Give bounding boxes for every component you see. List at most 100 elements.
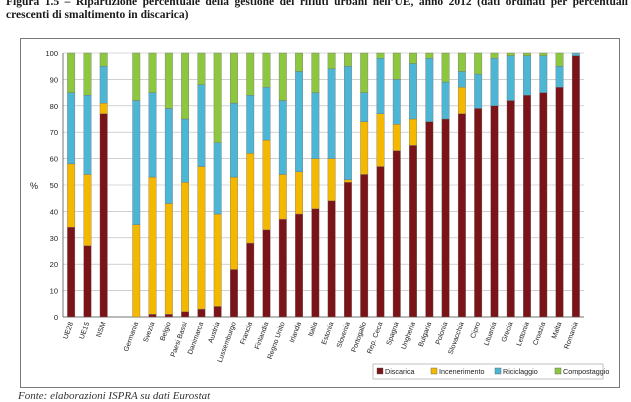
- bar-segment-discarica: [555, 87, 564, 318]
- y-tick-label: 90: [50, 75, 58, 84]
- legend-label: Incenerimento: [439, 367, 485, 376]
- bar-segment-compostaggio: [295, 52, 303, 72]
- x-tick-label: Paesi Bassi: [170, 321, 189, 358]
- bar-segment-discarica: [181, 311, 190, 318]
- x-tick-label: Polonia: [435, 321, 450, 345]
- bar-segment-incenerimento: [83, 174, 92, 246]
- bar-segment-riciclaggio: [409, 63, 417, 120]
- bar-segment-discarica: [571, 55, 580, 318]
- bar-segment-discarica: [148, 314, 157, 318]
- x-tick-label: Svezia: [143, 321, 157, 343]
- bar-segment-incenerimento: [148, 176, 157, 315]
- bar-segment-compostaggio: [67, 52, 76, 93]
- bar-segment-compostaggio: [148, 52, 157, 93]
- bar-segment-riciclaggio: [311, 92, 320, 159]
- bar-segment-discarica: [213, 306, 222, 318]
- bar-segment-riciclaggio: [425, 58, 434, 122]
- x-tick-label: UE28: [62, 321, 75, 340]
- y-tick-label: 80: [50, 102, 58, 111]
- bar-segment-compostaggio: [425, 52, 434, 59]
- x-tick-label: Portogallo: [351, 321, 368, 353]
- bar-segment-riciclaggio: [523, 55, 531, 96]
- y-tick-label: 10: [50, 287, 58, 296]
- x-tick-label: Malta: [551, 321, 563, 340]
- x-tick-label: Germania: [123, 321, 140, 352]
- bar-segment-compostaggio: [99, 52, 108, 67]
- bar-segment-riciclaggio: [327, 68, 336, 159]
- x-tick-label: Bulgaria: [418, 321, 433, 348]
- bar-segment-compostaggio: [230, 52, 238, 104]
- x-tick-label: Irlanda: [289, 321, 303, 344]
- bar-segment-discarica: [490, 105, 499, 318]
- bar-segment-discarica: [506, 100, 515, 318]
- bar-segment-incenerimento: [132, 224, 141, 318]
- bar-segment-discarica: [409, 145, 417, 318]
- bar-segment-discarica: [441, 118, 450, 318]
- bar-segment-compostaggio: [344, 52, 352, 67]
- bar-segment-incenerimento: [295, 171, 303, 215]
- bar-segment-riciclaggio: [392, 79, 401, 125]
- bar-segment-riciclaggio: [132, 100, 141, 225]
- bar-segment-discarica: [295, 213, 303, 318]
- x-tick-label: Rep. Ceca: [366, 321, 384, 355]
- legend: Discarica Incenerimento Riciclaggio Compost…: [372, 363, 609, 380]
- bar-segment-discarica: [197, 308, 206, 318]
- x-tick-label: Regno Unito: [267, 321, 287, 360]
- bar-segment-compostaggio: [392, 52, 401, 80]
- bar-segment-compostaggio: [213, 52, 222, 143]
- bar-segment-compostaggio: [246, 52, 255, 96]
- bar-segment-compostaggio: [376, 52, 385, 59]
- bar-segment-incenerimento: [344, 179, 352, 183]
- bar-segment-discarica: [344, 182, 352, 318]
- x-tick-label: Finlandia: [254, 321, 270, 350]
- bar-segment-discarica: [67, 227, 76, 318]
- bar-segment-incenerimento: [99, 102, 108, 114]
- bar-segment-compostaggio: [197, 52, 206, 85]
- bar-segment-discarica: [327, 200, 336, 318]
- bar-segment-riciclaggio: [148, 92, 157, 178]
- bar-segment-riciclaggio: [506, 55, 515, 101]
- grid-lines: [63, 52, 584, 318]
- bar-segment-compostaggio: [164, 52, 173, 109]
- y-tick-label: 40: [50, 207, 58, 216]
- bar-segment-riciclaggio: [474, 73, 483, 109]
- bar-segment-discarica: [246, 242, 255, 318]
- legend-label: Riciclaggio: [503, 367, 538, 376]
- legend-box: [372, 363, 604, 380]
- figure-source: Fonte: elaborazioni ISPRA su dati Eurost…: [18, 390, 211, 402]
- bar-segment-discarica: [539, 92, 548, 318]
- bar-segment-riciclaggio: [376, 58, 385, 114]
- bar-segment-discarica: [360, 174, 369, 318]
- bar-segment-riciclaggio: [441, 81, 450, 120]
- bar-segment-riciclaggio: [83, 95, 92, 175]
- legend-swatch: [554, 367, 562, 375]
- bar-segment-riciclaggio: [197, 84, 206, 167]
- bar-segment-compostaggio: [83, 52, 92, 96]
- bar-segment-incenerimento: [67, 163, 76, 228]
- bar-segment-discarica: [392, 150, 401, 318]
- x-tick-label: Croazia: [532, 321, 547, 346]
- bar-segment-compostaggio: [311, 52, 320, 93]
- bar-segment-discarica: [376, 166, 385, 318]
- bar-segment-discarica: [164, 314, 173, 318]
- x-tick-label: Belgio: [159, 321, 172, 342]
- bar-segment-compostaggio: [539, 52, 548, 56]
- bar-segment-incenerimento: [376, 113, 385, 167]
- bar-segment-riciclaggio: [246, 95, 255, 154]
- bar-segment-riciclaggio: [278, 100, 287, 175]
- x-tick-label: Italia: [308, 321, 320, 337]
- bar-segment-riciclaggio: [360, 92, 369, 122]
- bar-segment-riciclaggio: [344, 66, 352, 180]
- legend-swatch: [376, 367, 384, 375]
- bar-segment-compostaggio: [555, 52, 564, 67]
- bar-segment-riciclaggio: [457, 71, 466, 88]
- chart-frame: 0 10 20 30 40 50 60 70 80 90 100 % UE28 UE15 NSM Germ…: [20, 38, 620, 388]
- bar-segment-incenerimento: [262, 139, 271, 231]
- bar-segment-incenerimento: [230, 176, 238, 270]
- x-tick-label: Romania: [564, 321, 580, 350]
- bar-segment-compostaggio: [409, 52, 417, 64]
- bar-segment-riciclaggio: [262, 87, 271, 141]
- bar-segment-compostaggio: [474, 52, 483, 75]
- bar-segment-discarica: [230, 269, 238, 318]
